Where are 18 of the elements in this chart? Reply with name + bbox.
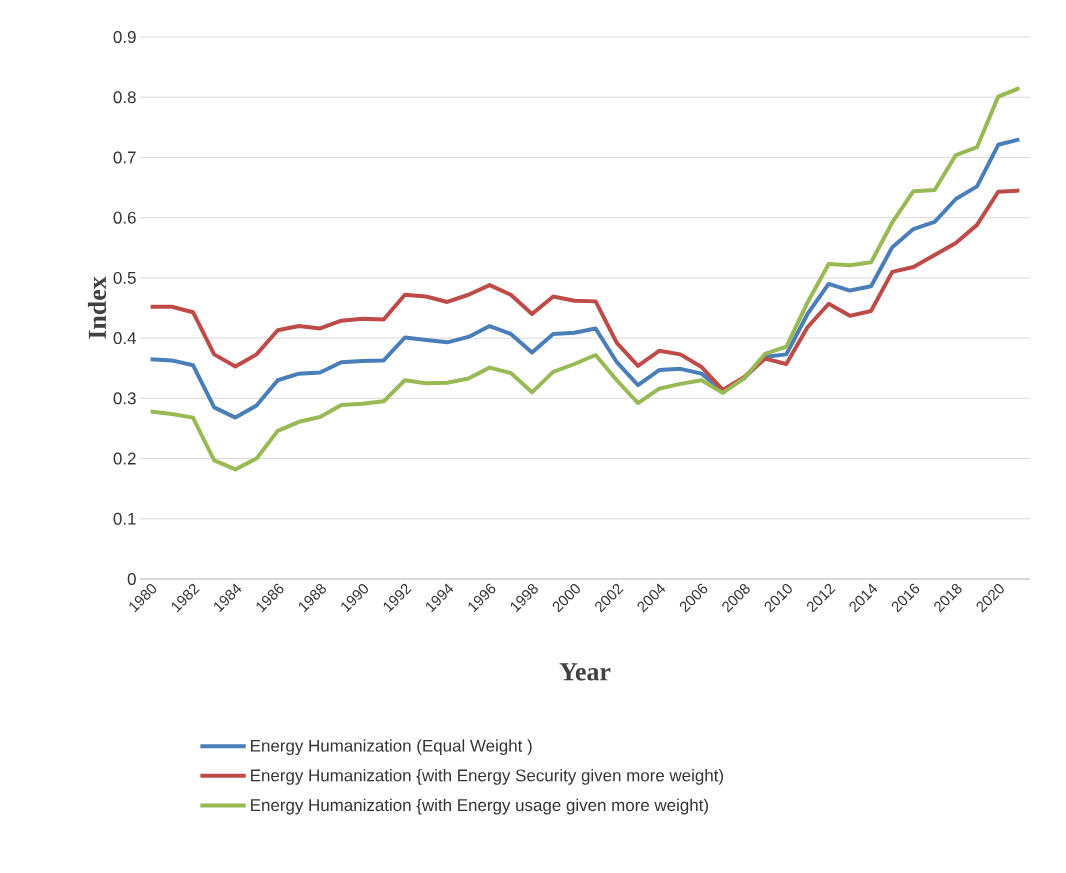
line-series [148,137,1022,420]
y-axis-title: Index [87,276,107,339]
y-tick-label: 0.7 [113,151,136,164]
y-tick-label: 0.8 [113,91,136,104]
y-tick-label: 0 [127,573,136,585]
line-series [148,188,1022,392]
x-axis-title: Year [559,663,611,681]
line-series [148,86,1022,472]
legend-label: Energy Humanization {with Energy usage given more weight) [251,798,708,815]
y-tick-label: 0.6 [113,211,136,224]
y-tick-label: 0.2 [113,452,136,465]
legend-label: Energy Humanization (Equal Weight ) [251,739,532,756]
y-tick-label: 0.3 [113,392,136,405]
y-tick-label: 0.9 [113,31,136,43]
y-tick-label: 0.4 [113,332,136,345]
y-tick-label: 0.1 [113,512,136,525]
y-tick-label: 0.5 [113,271,136,284]
legend-label: Energy Humanization {with Energy Security given more weight) [251,768,724,785]
